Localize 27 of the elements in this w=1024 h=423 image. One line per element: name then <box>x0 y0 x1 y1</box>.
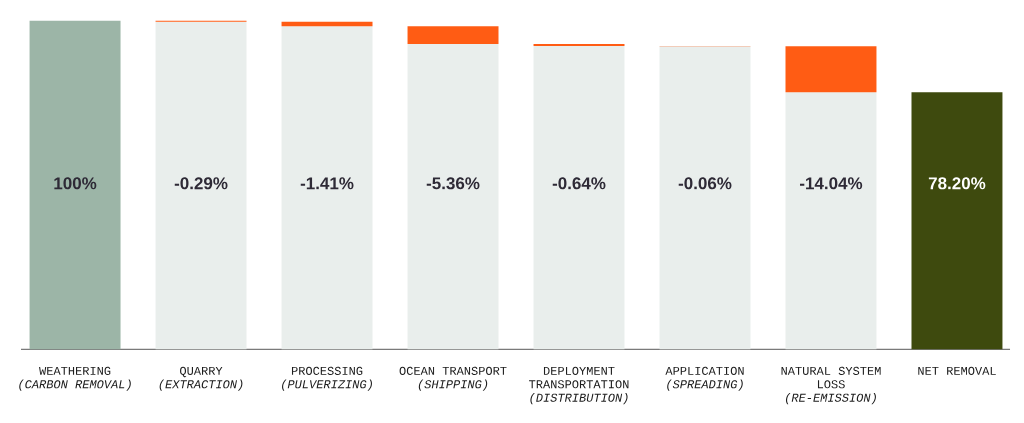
annotation: -1.41% <box>300 177 354 190</box>
bar <box>785 46 877 93</box>
bar <box>281 26 373 350</box>
annotation: -0.64% <box>552 177 606 190</box>
annotation: -14.04% <box>799 177 863 190</box>
annotation: -5.36% <box>426 177 480 190</box>
bar <box>785 92 877 350</box>
annotation: -0.06% <box>678 177 732 190</box>
data-label: 78.20% <box>928 177 986 190</box>
x-tick-label: DEPLOYMENT TRANSPORTATION (DISTRIBUTION) <box>529 366 629 405</box>
bar <box>659 46 751 350</box>
bar <box>155 21 247 350</box>
x-tick-label: APPLICATION (SPREADING) <box>665 366 744 391</box>
bar <box>407 26 499 44</box>
bar <box>533 43 625 46</box>
x-tick-label: WEATHERING (CARBON REMOVAL) <box>19 366 131 391</box>
bar <box>29 20 121 350</box>
bar <box>533 46 625 350</box>
x-tick-label: PROCESSING (PULVERIZING) <box>282 366 372 391</box>
x-tick-label: NATURAL SYSTEM LOSS (RE-EMISSION) <box>781 366 881 405</box>
x-tick-label: NET REMOVAL <box>918 366 996 375</box>
bar <box>911 92 1003 350</box>
x-tick-label: OCEAN TRANSPORT (SHIPPING) <box>399 366 507 391</box>
data-label: 100% <box>54 177 97 190</box>
annotation: -0.29% <box>174 177 228 190</box>
x-tick-label: QUARRY (EXTRACTION) <box>159 366 243 391</box>
bar <box>407 43 499 350</box>
